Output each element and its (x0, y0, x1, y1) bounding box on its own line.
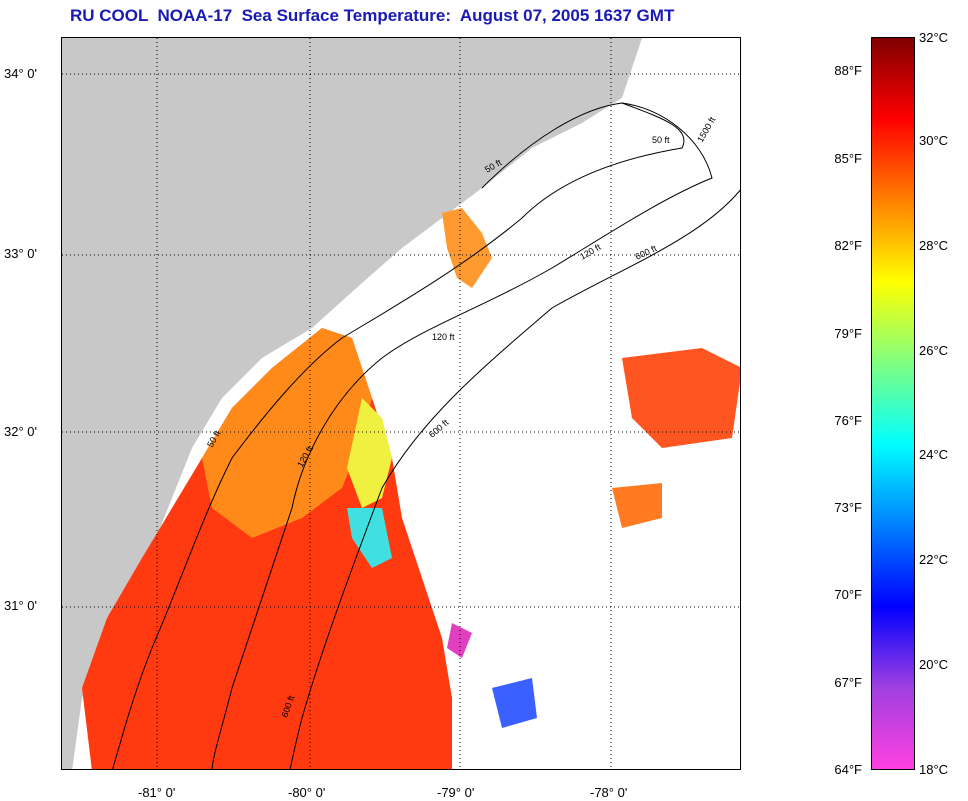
colorbar-f-label: 82°F (834, 238, 862, 253)
lon-label: -78° 0' (590, 785, 628, 800)
colorbar-f-label: 85°F (834, 151, 862, 166)
contour-600ft (289, 189, 740, 769)
lat-label: 34° 0' (4, 66, 37, 81)
land-area (62, 38, 642, 769)
colorbar-c-label: 18°C (919, 762, 949, 777)
sst-yellow-front (347, 398, 392, 508)
colorbar-f-label: 73°F (834, 500, 862, 515)
colorbar-c-label: 28°C (919, 238, 949, 253)
contour-label: 1500 ft (695, 115, 718, 144)
colorbar-c-label: 20°C (919, 657, 949, 672)
temperature-colorbar (871, 37, 915, 770)
colorbar-c-label: 26°C (919, 343, 949, 358)
colorbar-f-label: 76°F (834, 413, 862, 428)
contour-120ft (211, 102, 713, 769)
lat-label: 32° 0' (4, 424, 37, 439)
colorbar-c-label: 32°C (919, 30, 949, 45)
sst-offshore-patch (622, 348, 740, 448)
colorbar-f-label: 67°F (834, 675, 862, 690)
sst-orange-region (202, 328, 372, 538)
colorbar-f-label: 64°F (834, 762, 862, 777)
contour-50ft (112, 102, 685, 769)
colorbar-c-label: 30°C (919, 133, 949, 148)
lat-label: 31° 0' (4, 598, 37, 613)
sst-map-canvas: 50 ft 120 ft 600 ft 50 ft 120 ft 600 ft … (62, 38, 740, 769)
colorbar-f-label: 88°F (834, 63, 862, 78)
sst-cyan-edge (347, 508, 392, 568)
sst-offshore-patch-2 (612, 483, 662, 528)
colorbar-c-label: 24°C (919, 447, 949, 462)
lon-label: -79° 0' (437, 785, 475, 800)
contour-label: 50 ft (652, 135, 670, 145)
contour-label: 120 ft (432, 332, 455, 342)
lon-label: -81° 0' (138, 785, 176, 800)
sst-blue-patch (492, 678, 537, 728)
lon-label: -80° 0' (288, 785, 326, 800)
colorbar-f-label: 79°F (834, 326, 862, 341)
map-title: RU COOL NOAA-17 Sea Surface Temperature:… (70, 6, 675, 25)
contour-label: 600 ft (634, 243, 659, 262)
colorbar-f-label: 70°F (834, 587, 862, 602)
colorbar-c-label: 22°C (919, 552, 949, 567)
sst-north-patch (442, 208, 492, 288)
sst-map: 50 ft 120 ft 600 ft 50 ft 120 ft 600 ft … (61, 37, 741, 770)
sst-magenta-patch (447, 623, 472, 658)
lat-label: 33° 0' (4, 246, 37, 261)
